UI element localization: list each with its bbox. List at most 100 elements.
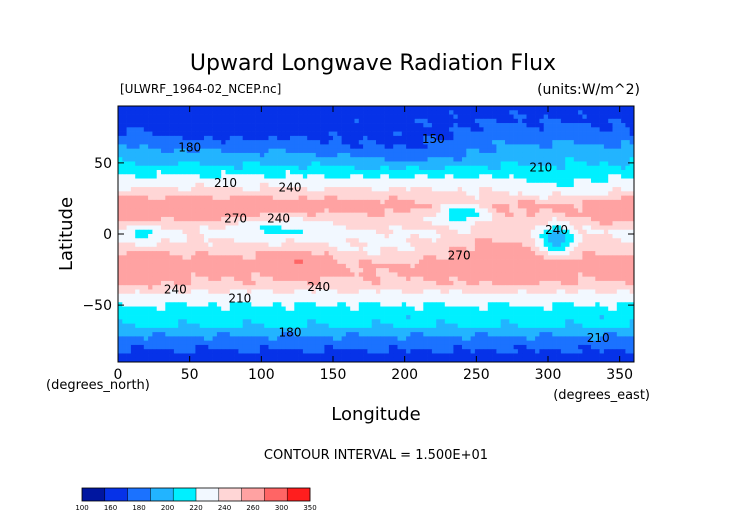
heatmap-cell <box>505 259 510 265</box>
heatmap-cell <box>599 212 605 218</box>
heatmap-cell <box>302 148 308 154</box>
heatmap-cell <box>444 195 450 201</box>
heatmap-cell <box>234 123 239 128</box>
heatmap-cell <box>603 187 609 192</box>
heatmap-cell <box>380 199 385 205</box>
heatmap-cell <box>118 263 123 269</box>
heatmap-cell <box>307 178 312 184</box>
heatmap-cell <box>238 174 244 179</box>
heatmap-cell <box>350 204 355 209</box>
heatmap-cell <box>526 263 532 269</box>
heatmap-cell <box>169 187 175 192</box>
heatmap-cell <box>492 246 497 252</box>
heatmap-cell <box>345 187 351 192</box>
heatmap-cell <box>148 191 153 196</box>
heatmap-cell <box>470 191 476 196</box>
heatmap-cell <box>578 110 583 115</box>
heatmap-cell <box>294 170 299 175</box>
heatmap-cell <box>573 182 579 188</box>
heatmap-cell <box>612 114 618 120</box>
heatmap-cell <box>492 187 497 192</box>
heatmap-cell <box>431 144 437 150</box>
heatmap-cell <box>466 259 471 265</box>
heatmap-cell <box>535 157 540 162</box>
heatmap-cell <box>500 221 506 226</box>
heatmap-cell <box>341 110 347 115</box>
heatmap-cell <box>586 204 592 209</box>
heatmap-cell <box>513 144 519 150</box>
heatmap-cell <box>393 161 398 167</box>
heatmap-cell <box>126 110 132 115</box>
heatmap-cell <box>259 178 265 184</box>
heatmap-cell <box>302 225 308 231</box>
heatmap-cell <box>143 148 149 154</box>
heatmap-cell <box>595 144 600 150</box>
heatmap-cell <box>457 182 463 188</box>
heatmap-cell <box>414 148 420 154</box>
heatmap-cell <box>548 165 553 171</box>
heatmap-cell <box>199 110 205 115</box>
heatmap-cell <box>268 182 274 188</box>
heatmap-cell <box>513 140 519 145</box>
heatmap-cell <box>255 272 261 278</box>
heatmap-cell <box>616 148 622 154</box>
heatmap-cell <box>591 131 596 137</box>
heatmap-cell <box>505 234 510 239</box>
heatmap-cell <box>578 225 583 231</box>
heatmap-cell <box>290 234 295 239</box>
heatmap-cell <box>474 131 480 137</box>
heatmap-cell <box>500 118 506 124</box>
heatmap-cell <box>505 127 510 132</box>
heatmap-cell <box>259 174 265 179</box>
heatmap-cell <box>565 118 570 124</box>
heatmap-cell <box>277 161 282 167</box>
heatmap-cell <box>539 140 545 145</box>
heatmap-cell <box>513 272 519 278</box>
heatmap-cell <box>247 204 252 209</box>
heatmap-cell <box>186 178 192 184</box>
heatmap-cell <box>259 157 265 162</box>
heatmap-cell <box>487 251 493 256</box>
heatmap-cell <box>380 174 385 179</box>
heatmap-cell <box>586 152 592 158</box>
heatmap-cell <box>565 225 570 231</box>
heatmap-cell <box>315 110 321 115</box>
heatmap-cell <box>444 199 450 205</box>
heatmap-cell <box>285 263 291 269</box>
heatmap-cell <box>384 114 390 120</box>
heatmap-cell <box>414 280 420 286</box>
heatmap-cell <box>234 276 239 282</box>
heatmap-cell <box>629 161 635 167</box>
heatmap-cell <box>500 174 506 179</box>
heatmap-cell <box>453 251 459 256</box>
heatmap-cell <box>285 161 291 167</box>
heatmap-cell <box>178 204 183 209</box>
heatmap-cell <box>345 127 351 132</box>
heatmap-cell <box>324 280 330 286</box>
heatmap-cell <box>148 178 153 184</box>
heatmap-cell <box>616 255 622 260</box>
heatmap-cell <box>578 276 583 282</box>
heatmap-cell <box>290 157 295 162</box>
heatmap-cell <box>479 106 484 111</box>
heatmap-cell <box>376 199 381 205</box>
heatmap-cell <box>401 170 407 175</box>
heatmap-cell <box>517 225 523 231</box>
heatmap-cell <box>479 225 484 231</box>
heatmap-cell <box>595 161 600 167</box>
heatmap-cell <box>130 229 136 235</box>
heatmap-cell <box>238 263 244 269</box>
heatmap-cell <box>444 276 450 282</box>
heatmap-cell <box>315 225 321 231</box>
heatmap-cell <box>333 152 338 158</box>
heatmap-cell <box>556 118 562 124</box>
heatmap-cell <box>182 135 188 141</box>
heatmap-cell <box>479 242 484 248</box>
heatmap-cell <box>165 178 170 184</box>
heatmap-cell <box>238 276 244 282</box>
heatmap-cell <box>466 152 471 158</box>
heatmap-cell <box>264 259 269 265</box>
heatmap-cell <box>371 238 377 243</box>
heatmap-cell <box>526 114 532 120</box>
heatmap-cell <box>191 212 196 218</box>
